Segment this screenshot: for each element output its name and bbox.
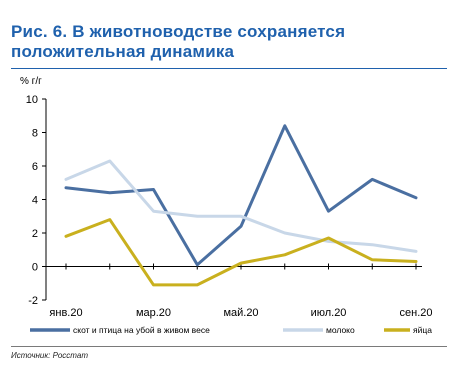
x-tick-label: сен.20 bbox=[400, 307, 433, 319]
source-note: Источник: Росстат bbox=[11, 351, 88, 360]
y-tick-label: 4 bbox=[32, 195, 38, 207]
legend-label: молоко bbox=[326, 325, 355, 335]
y-tick-label: -2 bbox=[28, 295, 38, 307]
chart-title-line-2: положительная динамика bbox=[11, 42, 235, 61]
x-tick-label: май.20 bbox=[223, 307, 258, 319]
y-axis: -2 0 2 4 6 8 10 bbox=[26, 94, 47, 307]
legend: скот и птица на убой в живом весе молоко я… bbox=[30, 325, 432, 335]
series-line-1 bbox=[64, 124, 418, 267]
x-tick-label: мар.20 bbox=[136, 307, 171, 319]
legend-label: скот и птица на убой в живом весе bbox=[73, 325, 210, 335]
y-tick-label: 10 bbox=[26, 94, 38, 106]
y-tick-label: 2 bbox=[32, 228, 38, 240]
x-axis: янв.20 мар.20 май.20 июл.20 сен.20 bbox=[46, 263, 433, 319]
y-axis-label: % г/г bbox=[20, 76, 42, 87]
chart-title-line-1: Рис. 6. В животноводстве сохраняется bbox=[11, 22, 346, 41]
series-group bbox=[64, 124, 418, 287]
y-tick-label: 8 bbox=[32, 128, 38, 140]
series-line-2 bbox=[64, 159, 418, 253]
legend-label: яйца bbox=[413, 325, 432, 335]
x-tick-label: янв.20 bbox=[49, 307, 82, 319]
series-line-3 bbox=[64, 218, 418, 287]
chart-title: Рис. 6. В животноводстве сохраняется пол… bbox=[11, 22, 447, 62]
source-divider bbox=[11, 346, 447, 347]
y-tick-label: 0 bbox=[32, 262, 38, 274]
y-tick-label: 6 bbox=[32, 161, 38, 173]
title-divider bbox=[11, 68, 447, 69]
x-tick-label: июл.20 bbox=[311, 307, 347, 319]
